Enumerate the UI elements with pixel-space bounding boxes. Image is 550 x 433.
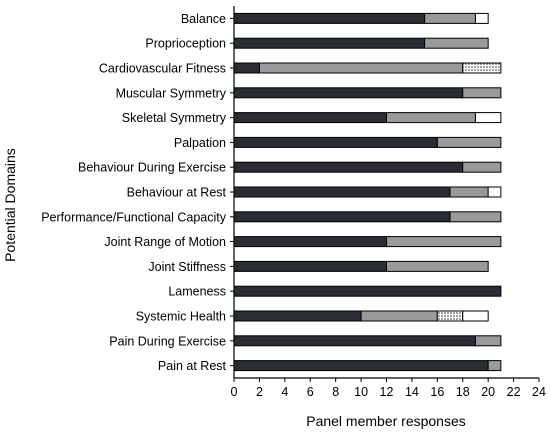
- bar-segment: [424, 37, 489, 49]
- bar-segment: [233, 360, 489, 372]
- bar-segment: [474, 335, 502, 347]
- bar-segment: [386, 236, 502, 248]
- bar-segment: [474, 12, 489, 24]
- bar-segment: [233, 112, 387, 124]
- bar-segment: [424, 12, 476, 24]
- bar-segment: [462, 161, 502, 173]
- x-tick-label: 22: [507, 385, 521, 399]
- bar-segment: [233, 310, 362, 322]
- y-tick-label: Balance: [181, 12, 226, 26]
- bar-segment: [462, 87, 502, 99]
- bar-segment: [233, 87, 464, 99]
- bar-segment: [233, 12, 426, 24]
- y-tick-label: Pain at Rest: [158, 359, 227, 373]
- y-tick-label: Skeletal Symmetry: [122, 111, 227, 125]
- y-tick-label: Cardiovascular Fitness: [99, 62, 226, 76]
- bar-segment: [233, 136, 438, 148]
- x-tick-label: 12: [380, 385, 394, 399]
- bar-segment: [386, 112, 476, 124]
- bar-segment: [487, 360, 502, 372]
- plot-area: Balance Proprioception Cardiovascular Fitn…: [41, 6, 546, 399]
- x-tick-label: 16: [430, 385, 444, 399]
- x-tick-label: 0: [231, 385, 238, 399]
- y-tick-label: Joint Stiffness: [148, 260, 226, 274]
- y-tick-label: Palpation: [174, 136, 226, 150]
- bar-segment: [233, 236, 387, 248]
- bar-segment: [462, 310, 489, 322]
- bar-segment: [258, 62, 464, 74]
- bar-segment: [487, 186, 502, 198]
- bar-segment: [449, 211, 502, 223]
- bar-segment: [360, 310, 438, 322]
- bar-segment: [233, 37, 426, 49]
- x-tick-label: 24: [532, 385, 546, 399]
- x-tick-label: 14: [405, 385, 419, 399]
- y-tick-label: Joint Range of Motion: [104, 235, 226, 249]
- y-tick-label: Behaviour at Rest: [127, 186, 227, 200]
- y-tick-label: Behaviour During Exercise: [78, 161, 226, 175]
- x-tick-label: 6: [307, 385, 314, 399]
- x-tick-label: 2: [256, 385, 263, 399]
- bar-segment: [462, 62, 502, 74]
- bar-segment: [233, 335, 476, 347]
- bar-segment: [233, 161, 464, 173]
- y-tick-label: Lameness: [168, 285, 226, 299]
- bar-segment: [233, 186, 451, 198]
- y-tick-label: Muscular Symmetry: [116, 86, 227, 100]
- bar-segment: [449, 186, 489, 198]
- x-tick-label: 10: [354, 385, 368, 399]
- y-tick-label: Performance/Functional Capacity: [41, 210, 227, 224]
- bar-segment: [436, 136, 502, 148]
- x-axis-title: Panel member responses: [306, 413, 466, 429]
- x-tick-label: 20: [481, 385, 495, 399]
- y-tick-label: Pain During Exercise: [109, 334, 226, 348]
- x-tick-label: 4: [281, 385, 288, 399]
- bar-segment: [233, 211, 451, 223]
- y-tick-label: Systemic Health: [136, 310, 226, 324]
- x-tick-label: 18: [456, 385, 470, 399]
- bar-segment: [233, 285, 502, 297]
- bar-segment: [436, 310, 464, 322]
- x-tick-label: 8: [332, 385, 339, 399]
- bar-segment: [233, 260, 387, 272]
- y-tick-label: Proprioception: [145, 37, 226, 51]
- bar-segment: [233, 62, 260, 74]
- bar-segment: [386, 260, 489, 272]
- bar-segment: [474, 112, 502, 124]
- y-axis-title: Potential Domains: [2, 148, 18, 262]
